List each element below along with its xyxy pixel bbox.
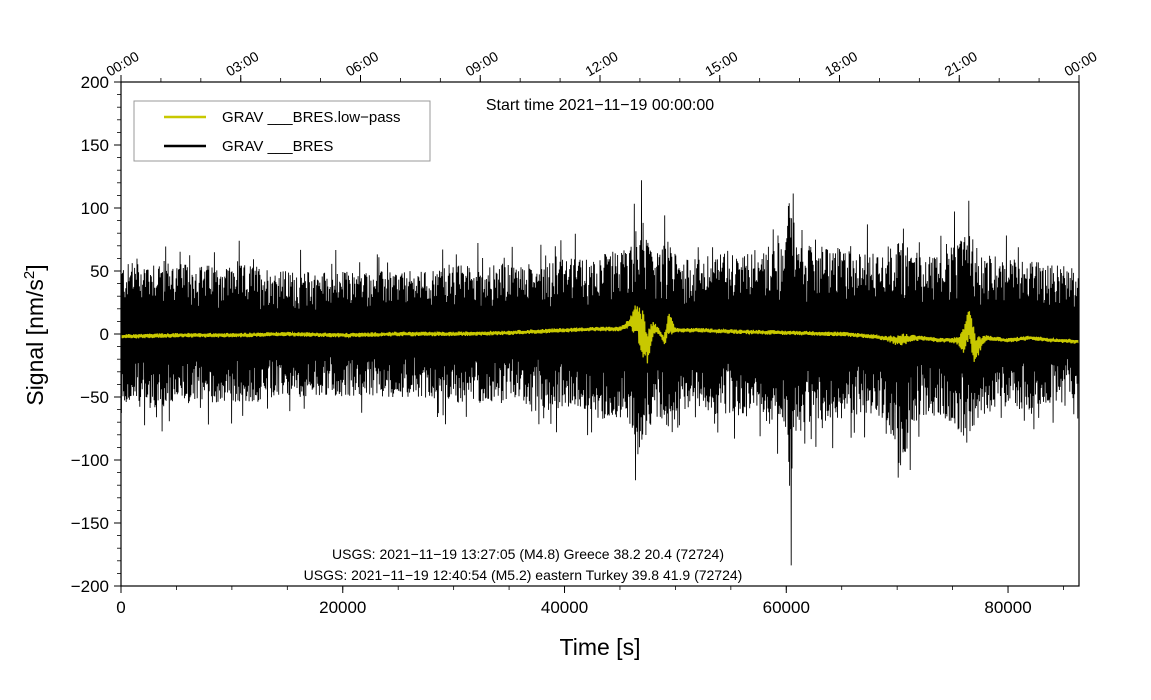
x-tick-label-4: 80000 xyxy=(984,598,1031,617)
x-tick-label-3: 60000 xyxy=(763,598,810,617)
series-layer xyxy=(121,180,1079,566)
y-axis-title-close: ] xyxy=(22,264,48,270)
y-tick-label-2: 100 xyxy=(81,199,109,218)
y-tick-label-4: 0 xyxy=(100,325,109,344)
x-tick-label-2: 40000 xyxy=(541,598,588,617)
series-line-raw xyxy=(121,180,1079,566)
x-tick-label-1: 20000 xyxy=(319,598,366,617)
ticks-layer: 0 20000 40000 60000 80000 200 150 100 50 0 −50 −100… xyxy=(71,48,1100,617)
y-tick-label-6: −100 xyxy=(71,451,109,470)
x-axis-title: Time [s] xyxy=(560,634,641,660)
annotation-turkey: USGS: 2021−11−19 12:40:54 (M5.2) eastern… xyxy=(304,567,743,583)
y-tick-label-1: 150 xyxy=(81,136,109,155)
y-tick-label-0: 200 xyxy=(81,73,109,92)
legend-box xyxy=(133,100,431,162)
y-tick-label-7: −150 xyxy=(71,514,109,533)
y-axis-title: Signal [nm/s2] xyxy=(21,264,48,405)
y-tick-label-3: 50 xyxy=(90,262,109,281)
y-axis-title-main: Signal [nm/s xyxy=(22,279,48,406)
y-axis-title-sup: 2 xyxy=(21,271,38,279)
legend-label-raw: GRAV ___BRES xyxy=(222,138,333,155)
legend: GRAV ___BRES.low−pass GRAV ___BRES xyxy=(133,100,431,162)
legend-label-lowpass: GRAV ___BRES.low−pass xyxy=(222,109,401,126)
annotation-greece: USGS: 2021−11−19 13:27:05 (M4.8) Greece … xyxy=(332,546,724,562)
series-line-lowpass xyxy=(121,305,1079,364)
series-group xyxy=(121,180,1079,566)
y-tick-label-5: −50 xyxy=(80,388,109,407)
y-tick-label-8: −200 xyxy=(71,577,109,596)
start-time-label: Start time 2021−11−19 00:00:00 xyxy=(486,97,714,114)
x-tick-label-0: 0 xyxy=(116,598,125,617)
